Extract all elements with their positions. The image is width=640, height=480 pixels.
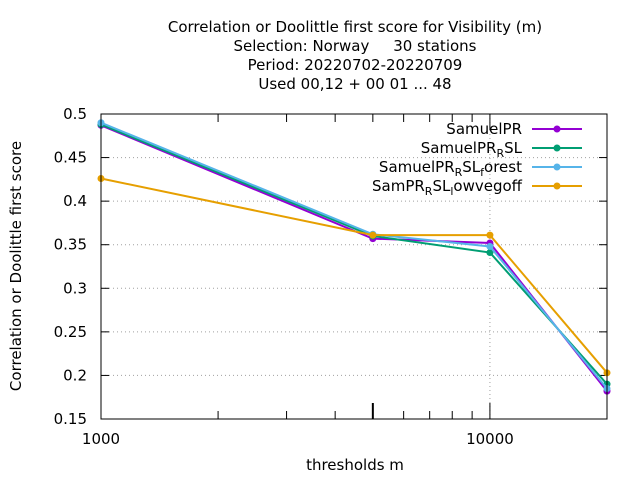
series-line (100, 121, 608, 390)
legend-swatch-point (553, 163, 561, 171)
y-tick-label: 0.15 (54, 410, 87, 428)
x-tick-label: 10000 (466, 430, 514, 448)
legend-label: SamuelPRRSL (421, 139, 523, 160)
plot-border (100, 113, 608, 420)
legend-label: SamPRRSLlowvegoff (372, 177, 523, 198)
legend-label: SamuelPR (446, 120, 522, 138)
chart-subtitle-used: Used 00,12 + 00 01 ... 48 (258, 75, 452, 93)
series-point (369, 231, 377, 239)
chart-title: Correlation or Doolittle first score for… (167, 18, 543, 36)
y-tick-label: 0.3 (63, 279, 87, 297)
legend-label: SamuelPRRSLforest (379, 158, 522, 179)
y-tick-label: 0.35 (54, 236, 87, 254)
y-axis-label: Correlation or Doolittle first score (7, 140, 25, 392)
series-point (486, 249, 494, 257)
legend-swatch-point (553, 125, 561, 133)
series-line (100, 123, 608, 385)
legend-swatch-point (553, 182, 561, 190)
y-tick-label: 0.5 (63, 105, 87, 123)
series-line (100, 124, 608, 392)
chart-subtitle-period: Period: 20220702-20220709 (247, 56, 463, 74)
y-tick-label: 0.45 (54, 149, 87, 167)
series-line (100, 177, 608, 374)
series-point (486, 231, 494, 239)
chart-subtitle-selection: Selection: Norway 30 stations (233, 37, 477, 55)
y-tick-label: 0.25 (54, 323, 87, 341)
series-point (486, 242, 494, 250)
y-tick-label: 0.4 (63, 192, 87, 210)
legend-swatch-point (553, 144, 561, 152)
x-axis-label: thresholds m (306, 456, 404, 474)
y-tick-label: 0.2 (63, 366, 87, 384)
x-tick-label: 1000 (82, 430, 120, 448)
